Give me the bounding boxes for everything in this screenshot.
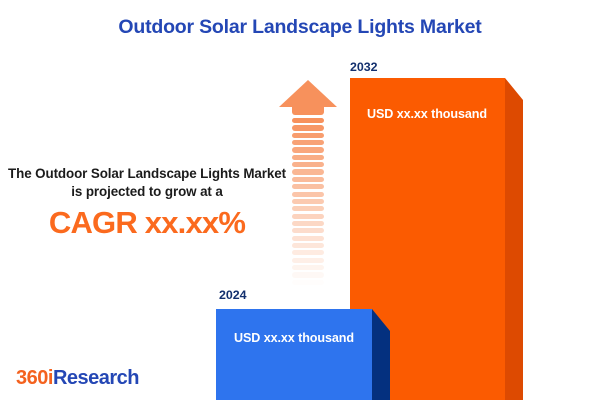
logo-mark: 360i [16,367,53,389]
arrow-shaft-rung [292,198,324,205]
arrow-shaft-rung [292,206,324,212]
bar-2032-side-face [505,78,523,400]
cagr-value: CAGR xx.xx% [48,205,246,241]
arrow-shaft-rung [292,162,324,168]
arrow-shaft-rung [292,176,324,182]
cagr-callout: The Outdoor Solar Landscape Lights Marke… [8,165,286,240]
bar-2032-value-label: USD xx.xx thousand [367,107,487,121]
arrow-shaft [292,118,324,295]
arrow-shaft-rung [292,169,324,175]
arrow-shaft-rung [292,132,324,138]
arrow-neck-icon [292,105,324,115]
cagr-lead-text: The Outdoor Solar Landscape Lights Marke… [8,166,286,200]
arrow-shaft-rung [292,257,324,263]
arrow-triangle-icon [279,80,337,107]
arrow-shaft-rung [292,191,324,197]
arrow-shaft-rung [292,228,324,234]
logo-word: Research [52,367,140,389]
arrow-head-icon [279,80,337,115]
bar-2024-front-face [216,309,372,400]
arrow-shaft-rung [292,140,324,146]
growth-arrow-icon [279,80,337,295]
arrow-shaft-rung [292,125,324,131]
arrow-shaft-rung [292,118,324,124]
bar-2024: USD xx.xx thousand [216,309,390,400]
bar-2024-value-label: USD xx.xx thousand [234,331,354,345]
year-label-2032: 2032 [350,60,378,74]
arrow-shaft-rung [292,154,324,160]
brand-logo: 360iResearch [16,367,140,390]
bar-2024-side-face [372,309,390,400]
arrow-shaft-rung [292,147,324,153]
arrow-shaft-rung [292,272,324,278]
arrow-shaft-rung [292,220,324,227]
arrow-shaft-rung [292,213,324,219]
arrow-shaft-rung [292,242,324,249]
arrow-shaft-rung [292,250,324,256]
arrow-shaft-rung [292,184,324,190]
page-title: Outdoor Solar Landscape Lights Market [118,16,482,38]
arrow-shaft-rung [292,280,324,285]
year-label-2024: 2024 [219,288,247,302]
arrow-shaft-rung [292,235,324,241]
arrow-shaft-rung [292,265,324,271]
